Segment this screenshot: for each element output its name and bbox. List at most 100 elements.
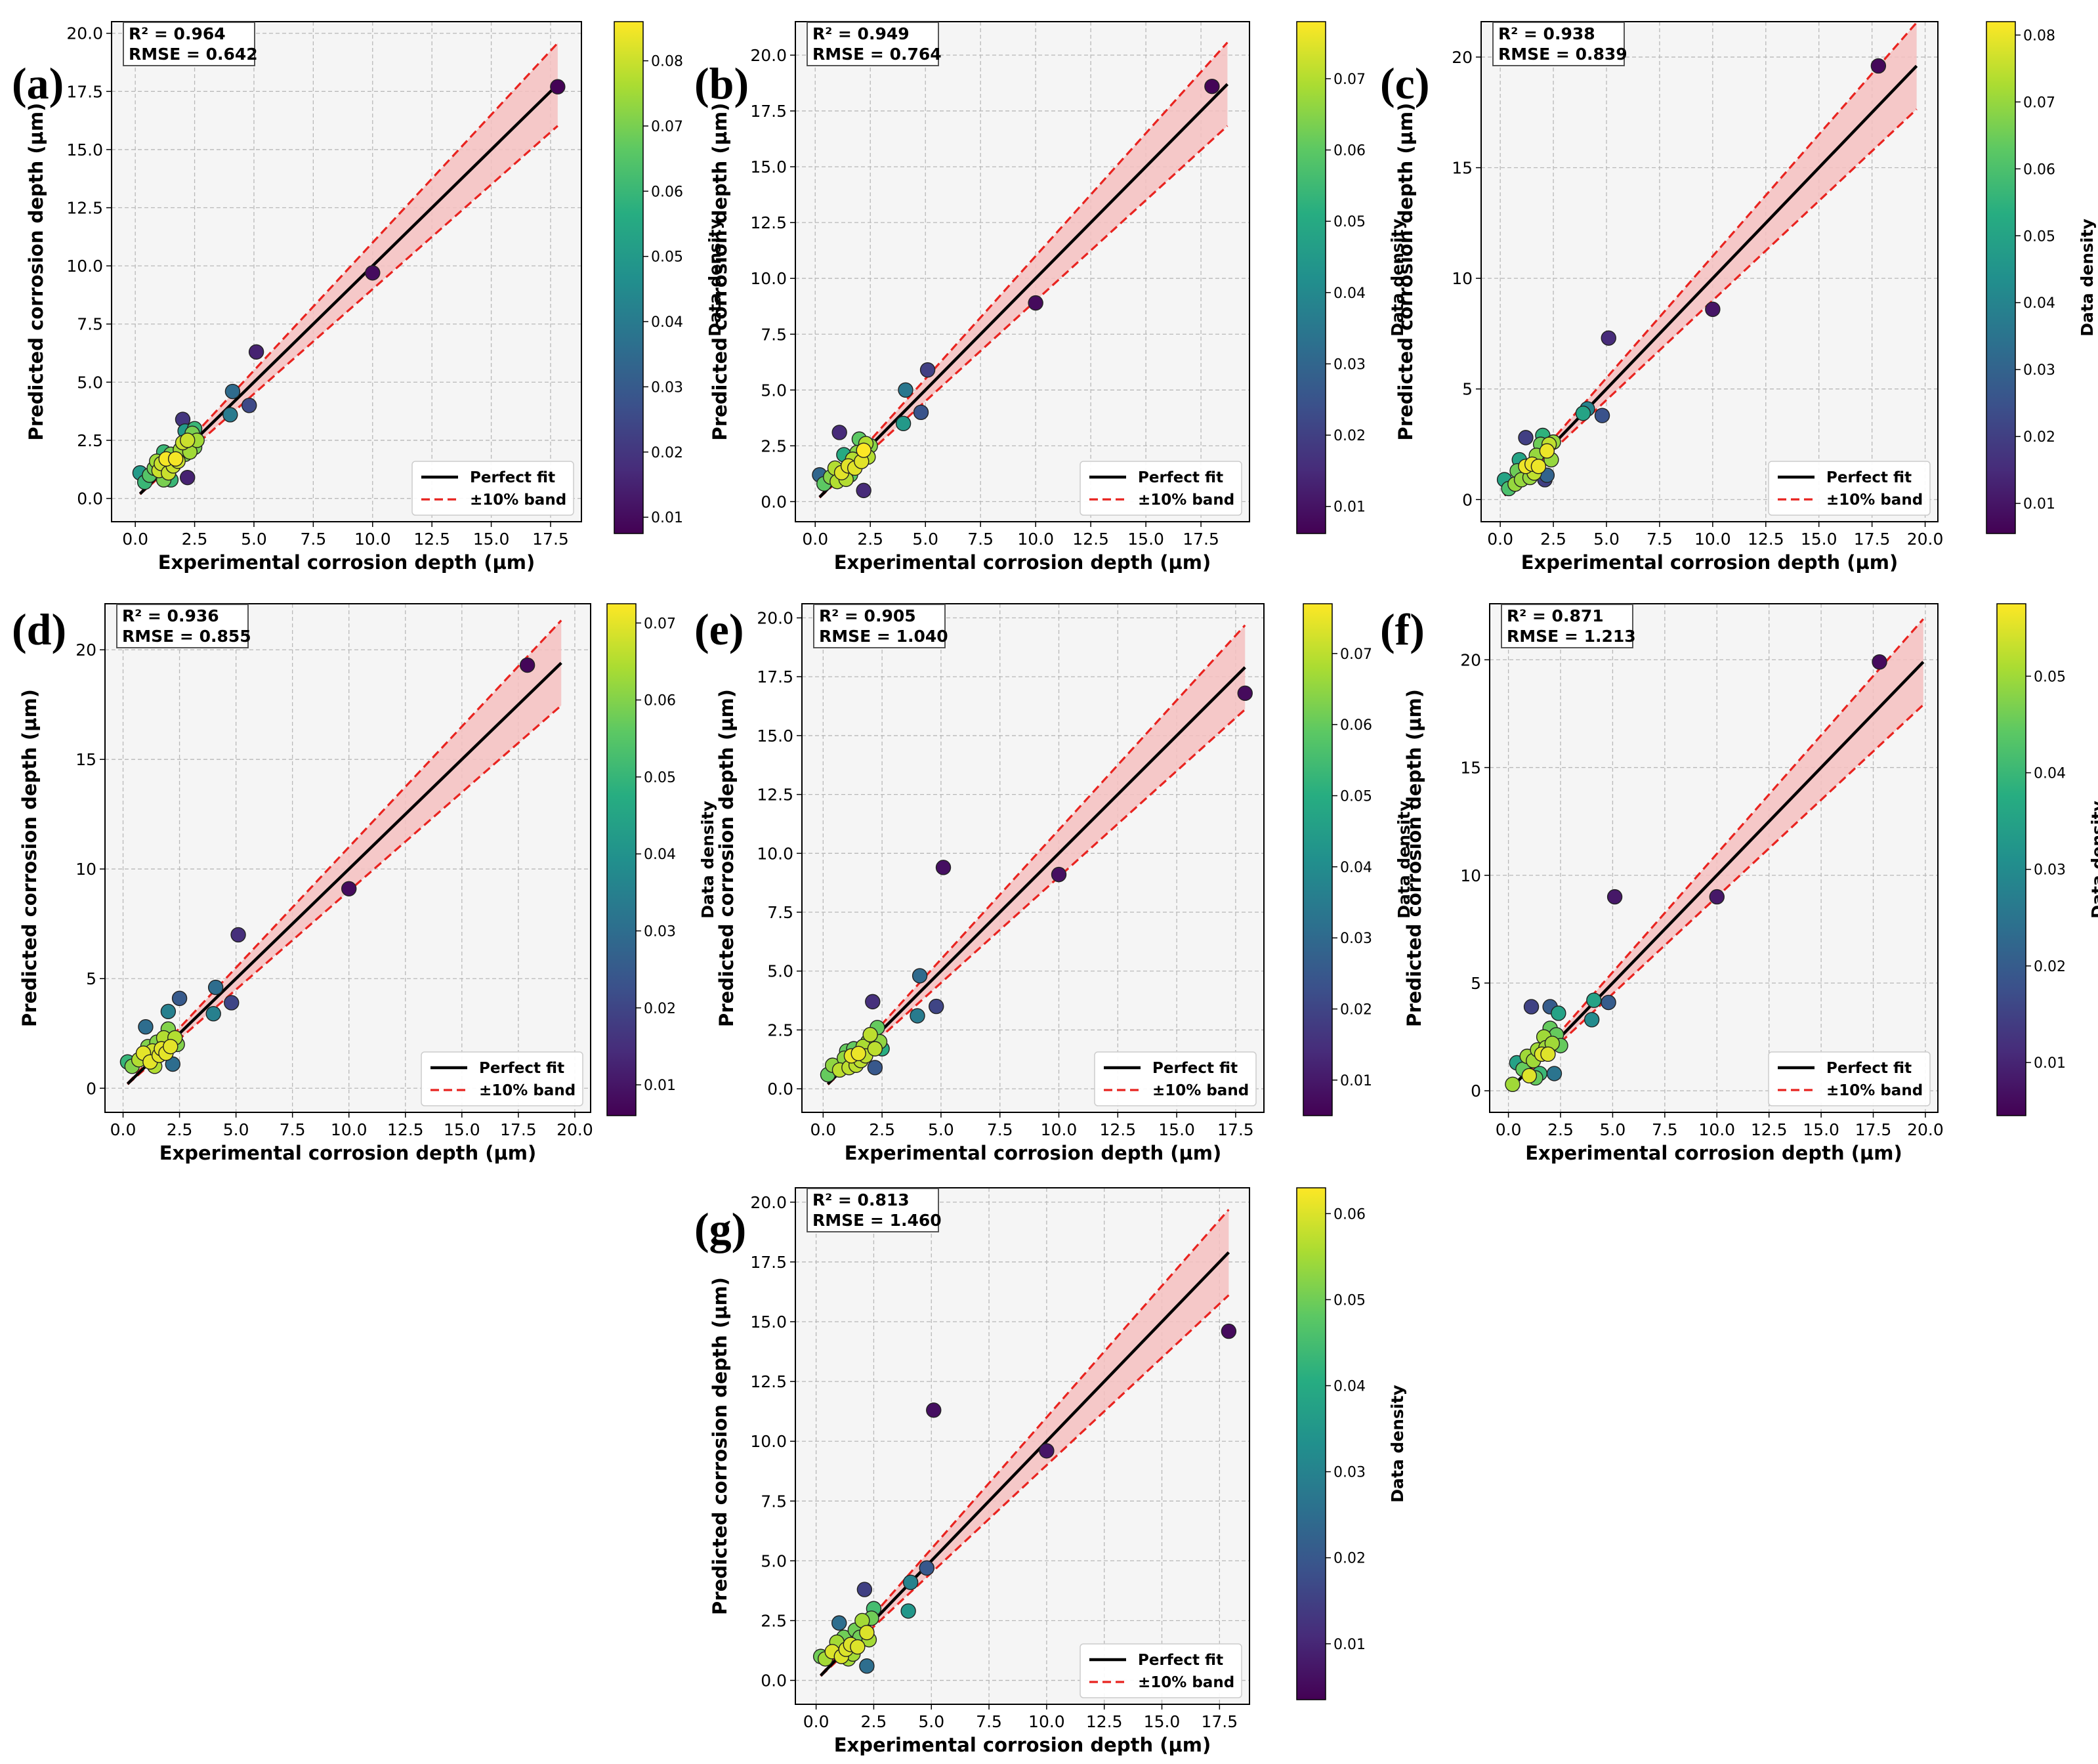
colorbar-tick-label: 0.01 <box>651 510 683 526</box>
x-tick-label: 7.5 <box>300 530 326 549</box>
x-tick-label: 15.0 <box>1803 1120 1839 1139</box>
y-tick-label: 10 <box>1452 269 1473 288</box>
data-point <box>1584 1012 1600 1028</box>
x-tick-label: 7.5 <box>987 1120 1013 1139</box>
x-tick-label: 0.0 <box>122 530 148 549</box>
data-point <box>550 79 566 94</box>
panel-b: 0.0 2.5 5.0 7.5 10.0 12.5 15.0 17.5 0.0 2.5 5.0 7.5… <box>694 21 1407 574</box>
data-point <box>224 383 241 400</box>
data-point <box>230 927 246 943</box>
stats-box <box>807 1188 939 1232</box>
panel-label: (d) <box>12 604 66 654</box>
x-tick-label: 5.0 <box>241 530 267 549</box>
panel-label: (f) <box>1380 604 1425 654</box>
colorbar-tick-label: 0.02 <box>1333 1551 1366 1567</box>
data-point <box>1586 992 1602 1008</box>
y-axis-label: Predicted corrosion depth (µm) <box>1395 103 1417 441</box>
data-point <box>224 995 240 1011</box>
y-tick-label: 2.5 <box>77 431 103 450</box>
colorbar-tick-label: 0.05 <box>1333 214 1366 230</box>
x-tick-label: 20.0 <box>1907 530 1944 549</box>
y-tick-label: 7.5 <box>761 1492 787 1511</box>
y-tick-label: 10.0 <box>757 844 793 863</box>
colorbar-tick-label: 0.05 <box>2034 669 2066 685</box>
y-tick-label: 10 <box>1460 866 1481 885</box>
data-point <box>1028 295 1043 311</box>
x-tick-label: 12.5 <box>1099 1120 1136 1139</box>
colorbar-tick-label: 0.01 <box>644 1078 676 1094</box>
colorbar-tick-label: 0.07 <box>644 616 676 632</box>
colorbar-tick-label: 0.04 <box>2023 295 2055 312</box>
r2-label: R² = 0.813 <box>812 1190 910 1209</box>
fit-lines <box>826 624 1246 1085</box>
x-tick-label: 12.5 <box>1072 530 1109 549</box>
colorbar <box>1296 1187 1326 1700</box>
stats-box <box>1492 22 1625 66</box>
colorbar <box>606 603 637 1116</box>
r2-label: R² = 0.905 <box>819 606 916 625</box>
y-axis-label: Predicted corrosion depth (µm) <box>1403 689 1425 1027</box>
data-point <box>1872 654 1887 670</box>
panel-label: (b) <box>694 58 749 108</box>
rmse-label: RMSE = 0.855 <box>122 627 251 646</box>
plot-frame <box>1480 21 1939 522</box>
y-tick-label: 7.5 <box>761 325 787 344</box>
band-lower-line <box>820 1294 1230 1677</box>
data-point <box>1539 443 1555 459</box>
perfect-fit-line <box>1503 64 1918 497</box>
y-axis-label: Predicted corrosion depth (µm) <box>709 1277 731 1615</box>
data-point <box>912 968 928 984</box>
y-tick-label: 17.5 <box>750 102 787 121</box>
legend-fit-label: Perfect fit <box>1138 469 1223 486</box>
y-tick-label: 20.0 <box>750 1193 787 1212</box>
colorbar-tick-label: 0.07 <box>1340 646 1372 663</box>
fit-lines <box>1511 618 1925 1088</box>
data-point <box>1521 1068 1538 1083</box>
data-point <box>248 344 264 360</box>
legend-fit-label: Perfect fit <box>1152 1060 1238 1077</box>
x-tick-label: 0.0 <box>110 1120 136 1139</box>
legend-box <box>1080 1643 1242 1698</box>
colorbar-tick-label: 0.03 <box>2023 362 2055 379</box>
x-tick-label: 2.5 <box>861 1712 887 1731</box>
colorbar-tick-label: 0.06 <box>644 693 676 709</box>
y-tick-label: 20.0 <box>66 24 103 43</box>
colorbar-tick-label: 0.03 <box>1333 356 1366 373</box>
x-axis-label: Experimental corrosion depth (µm) <box>158 551 535 574</box>
data-point <box>859 1658 875 1674</box>
y-tick-label: 5.0 <box>77 373 103 392</box>
x-tick-label: 7.5 <box>967 530 994 549</box>
panel-d: 0.0 2.5 5.0 7.5 10.0 12.5 15.0 17.5 20.0 0 5 10 15 20… <box>12 603 717 1164</box>
colorbar-tick-label: 0.02 <box>1340 1002 1372 1018</box>
data-point <box>180 469 196 486</box>
rmse-label: RMSE = 0.839 <box>1498 45 1627 64</box>
colorbar-tick-label: 0.05 <box>1340 789 1372 805</box>
data-point <box>935 860 952 875</box>
x-tick-label: 15.0 <box>1158 1120 1195 1139</box>
data-point <box>1705 301 1721 318</box>
data-point <box>898 382 913 398</box>
band-upper-line <box>820 1209 1230 1676</box>
data-point <box>1530 459 1547 474</box>
y-tick-label: 20.0 <box>750 46 787 65</box>
colorbar-tick-label: 0.01 <box>2023 496 2055 513</box>
perfect-fit-line <box>820 1251 1230 1677</box>
data-point <box>850 1639 866 1655</box>
data-point <box>1505 1076 1521 1093</box>
plot-frame <box>104 603 591 1113</box>
data-point <box>856 442 871 458</box>
data-point <box>1601 994 1616 1011</box>
y-tick-label: 7.5 <box>767 903 793 922</box>
data-point <box>1546 1066 1563 1082</box>
data-point <box>160 1003 177 1020</box>
colorbar-tick-label: 0.03 <box>651 379 683 396</box>
data-point <box>862 1026 878 1043</box>
colorbar-tick-label: 0.02 <box>2023 429 2055 446</box>
panel-c: 0.0 2.5 5.0 7.5 10.0 12.5 15.0 17.5 20.0 0 5 10 15 20… <box>1380 21 2097 574</box>
plot-frame <box>795 21 1250 522</box>
x-tick-label: 2.5 <box>182 530 208 549</box>
perfect-fit-line <box>826 666 1246 1085</box>
data-point <box>856 482 871 499</box>
x-tick-label: 15.0 <box>444 1120 480 1139</box>
rmse-label: RMSE = 1.460 <box>812 1211 942 1230</box>
